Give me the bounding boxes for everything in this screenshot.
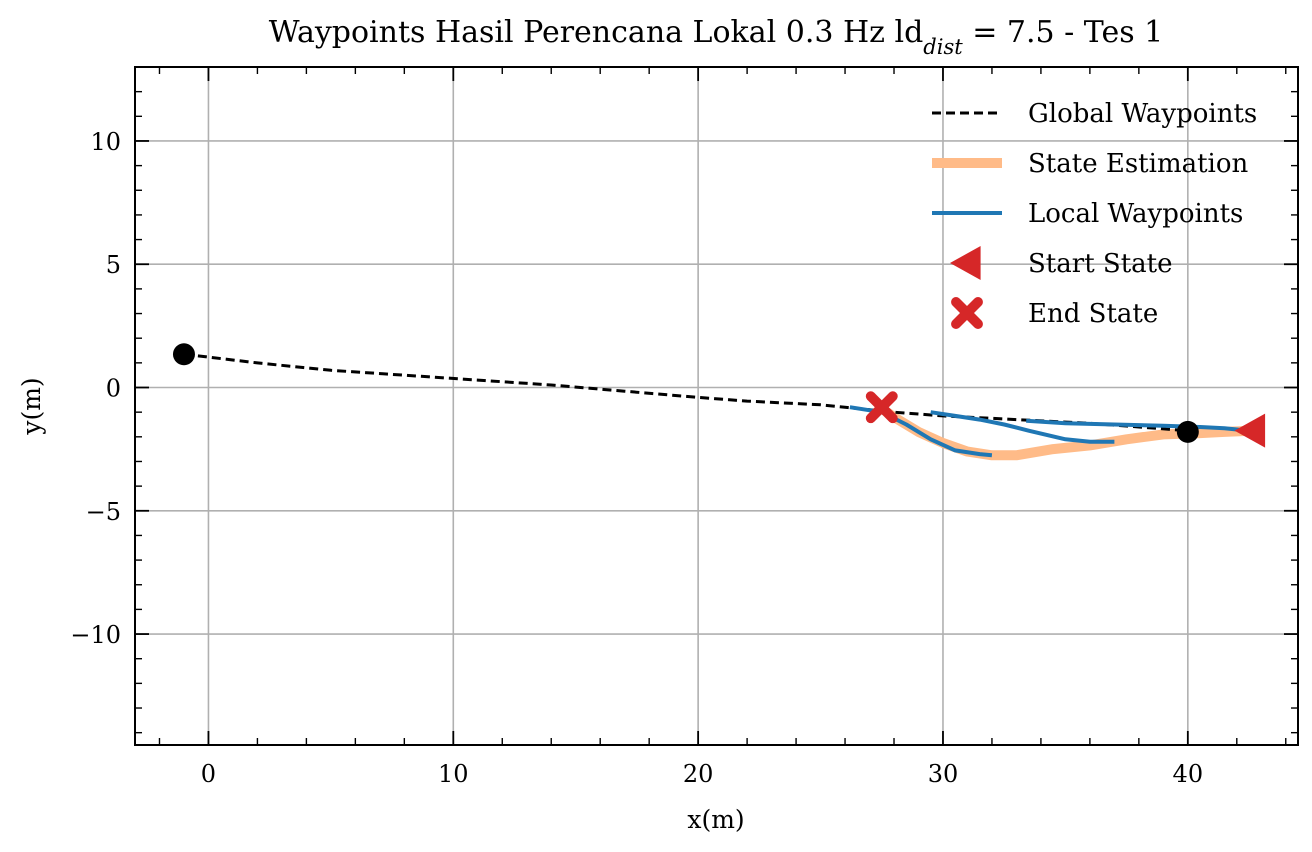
y-tick-label: −5 — [86, 498, 121, 526]
x-tick-label: 20 — [683, 760, 714, 788]
plot-area — [172, 343, 1266, 461]
series-local-waypoints-segment — [930, 410, 1115, 444]
y-tick-label: 10 — [90, 128, 121, 156]
legend-start-state-label: Start State — [1028, 249, 1173, 279]
x-tick-label: 10 — [438, 760, 469, 788]
y-axis-label: y(m) — [17, 377, 46, 435]
chart-title: Waypoints Hasil Perencana Lokal 0.3 Hz l… — [269, 15, 1164, 59]
waypoint-endpoint-marker — [172, 343, 195, 366]
legend-end-state-label: End State — [1028, 299, 1158, 329]
series-local-waypoints-segment — [1026, 418, 1250, 433]
chart-title-main: Waypoints Hasil Perencana Lokal 0.3 Hz l… — [269, 15, 924, 50]
waypoint-endpoint-marker — [1176, 420, 1199, 443]
axes-frame — [134, 66, 1299, 746]
x-axis-label: x(m) — [687, 805, 744, 834]
legend-local-waypoints-label: Local Waypoints — [1028, 199, 1243, 229]
ticks: 0 10 20 30 40 10 5 0 −5 −10 — [70, 66, 1298, 788]
series-global-waypoints — [183, 352, 1188, 433]
x-tick-label: 30 — [928, 760, 959, 788]
legend-global-waypoints-label: Global Waypoints — [1028, 99, 1257, 129]
legend: Global Waypoints State Estimation Local Wa… — [932, 99, 1257, 329]
y-tick-label: 5 — [106, 251, 121, 279]
legend-start-state-swatch — [950, 246, 981, 280]
series-end-state-marker — [865, 391, 898, 424]
axes — [134, 66, 1299, 746]
chart-title-suffix: = 7.5 - Tes 1 — [963, 15, 1164, 50]
series-start-state-marker — [1234, 413, 1266, 448]
x-tick-label: 40 — [1173, 760, 1204, 788]
legend-end-state-swatch — [951, 297, 983, 329]
y-tick-label: −10 — [70, 621, 121, 649]
grid-lines — [135, 67, 1298, 745]
y-tick-label: 0 — [106, 375, 121, 403]
legend-state-estimation-label: State Estimation — [1028, 149, 1249, 179]
x-tick-label: 0 — [201, 760, 216, 788]
chart-title-subscript: dist — [923, 35, 963, 59]
